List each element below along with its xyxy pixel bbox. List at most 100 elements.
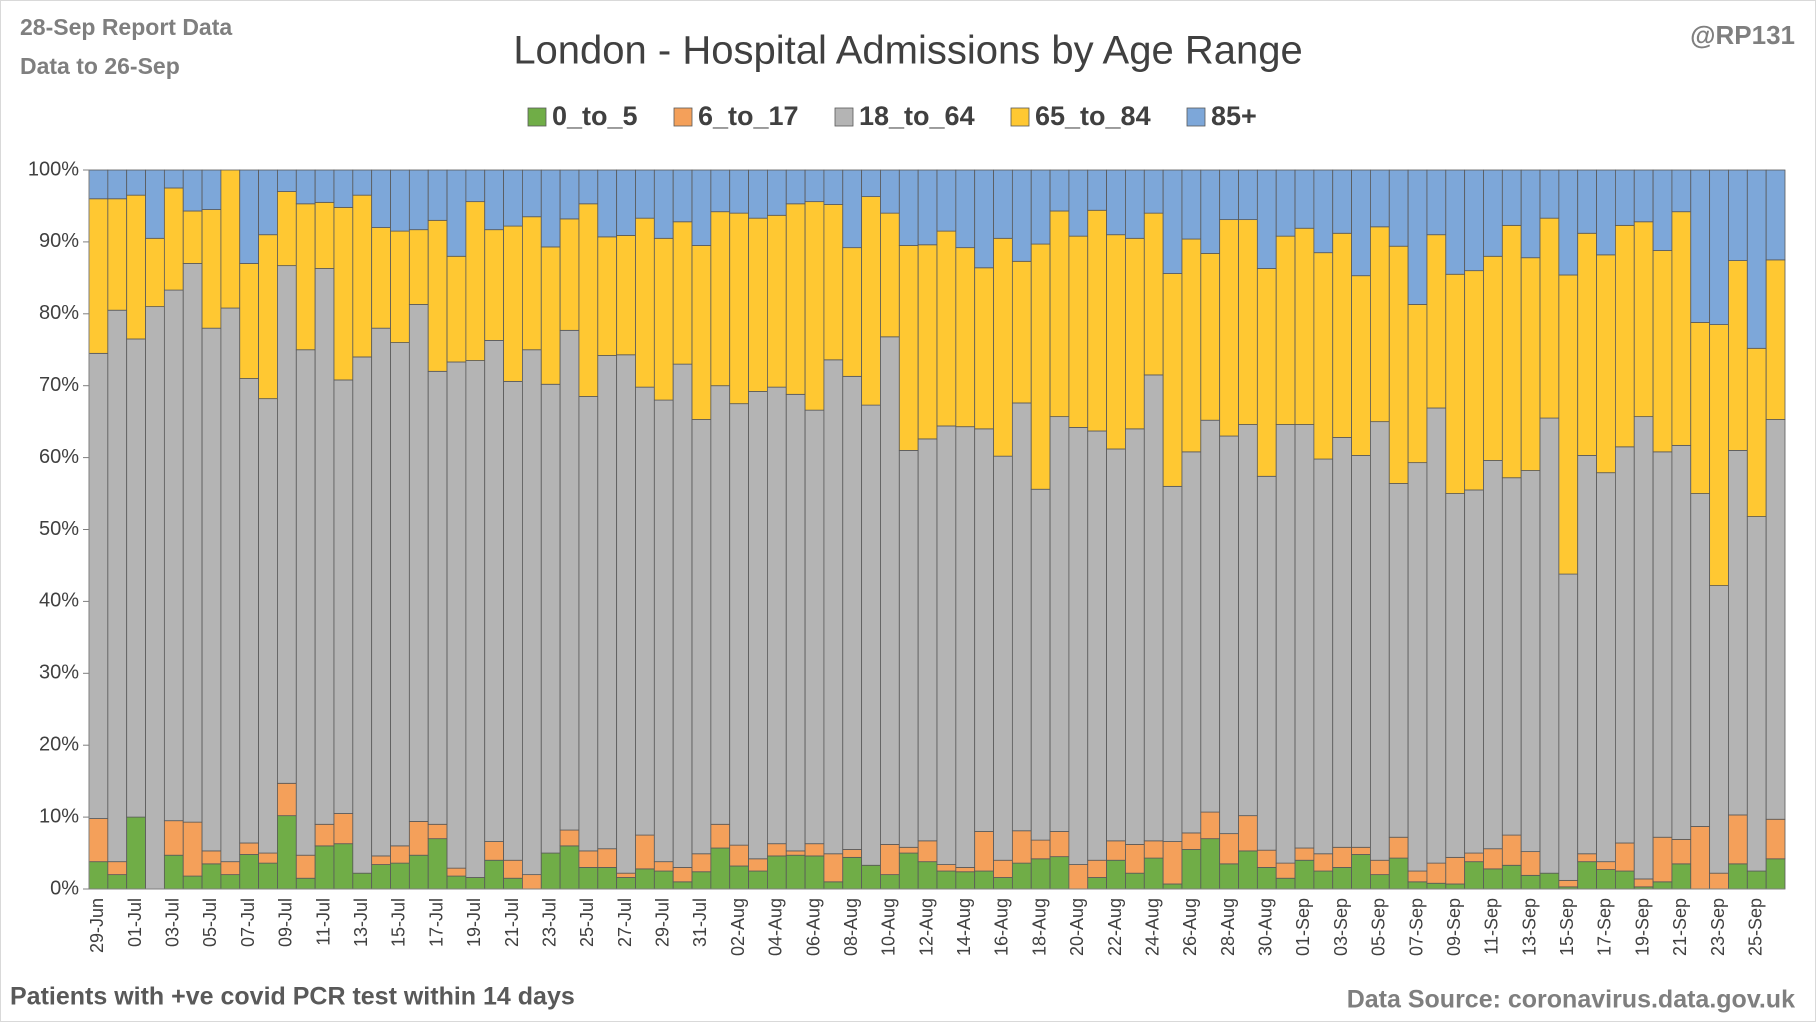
bar-segment [1370, 226, 1390, 423]
bar-segment [1501, 224, 1522, 479]
bar-segment [126, 169, 146, 196]
source: Data Source: coronavirus.data.gov.uk [1347, 986, 1795, 1014]
bar-segment [201, 327, 222, 852]
bar-segment [1294, 859, 1315, 890]
bar-segment [653, 237, 674, 401]
bar-segment [993, 859, 1013, 878]
bar-segment [729, 212, 749, 405]
bar-segment [314, 823, 335, 847]
x-tick-label: 12-Aug [916, 898, 936, 956]
bar-segment [635, 217, 655, 388]
bar-segment [785, 169, 806, 205]
author: @RP131 [1690, 20, 1795, 50]
bar-segment [993, 169, 1013, 239]
legend-swatch [673, 107, 693, 127]
bar-segment [1370, 169, 1390, 228]
bar-segment [898, 852, 919, 890]
legend: 0_to_5 6_to_17 18_to_64 65_to_84 85+ [527, 101, 1257, 131]
bar-segment [484, 169, 504, 231]
bar-segment [1200, 419, 1221, 813]
bar-segment [1539, 217, 1560, 419]
bar-segment [823, 204, 844, 361]
bar-segment [163, 289, 184, 822]
bar-segment [710, 385, 731, 825]
bar-segment [729, 844, 749, 867]
bar-segment [597, 867, 618, 890]
x-tick-label: 17-Sep [1595, 898, 1615, 956]
bar-segment [408, 169, 429, 231]
bar-segment [465, 201, 486, 361]
bar-segment [1652, 836, 1673, 883]
bar-segment [1709, 872, 1729, 890]
bar-segment [710, 211, 731, 387]
bar-segment [1671, 838, 1692, 865]
bar-segment [201, 863, 222, 890]
bar-segment [936, 864, 957, 872]
bar-segment [1106, 234, 1126, 450]
bar-segment [503, 877, 523, 890]
bar-segment [691, 419, 712, 855]
legend-swatch [1010, 107, 1030, 127]
bar-segment [880, 874, 900, 890]
bar-segment [1143, 840, 1164, 859]
bar-segment [408, 854, 429, 890]
bar-segment [653, 169, 674, 239]
legend-label: 0_to_5 [552, 101, 638, 131]
x-tick-label: 29-Jul [653, 898, 673, 947]
bar-segment [295, 169, 316, 205]
bar-segment [1690, 322, 1711, 494]
bar-segment [917, 169, 938, 246]
bar-segment [1162, 841, 1183, 885]
bar-segment [672, 881, 693, 890]
bar-segment [1615, 224, 1635, 448]
x-tick-label: 05-Sep [1369, 898, 1389, 956]
x-tick-label: 01-Sep [1293, 898, 1313, 956]
bar-segment [126, 816, 146, 890]
bar-segment [898, 450, 919, 848]
bar-segment [201, 209, 222, 329]
bar-segment [1407, 462, 1428, 872]
bar-segment [842, 375, 863, 850]
x-tick-label: 19-Jul [464, 898, 484, 947]
bar-segment [861, 196, 881, 406]
bar-segment [1200, 811, 1221, 840]
bar-segment [1294, 227, 1315, 425]
bar-segment [710, 169, 731, 213]
bar-segment [352, 169, 373, 196]
x-tick-label: 25-Jul [577, 898, 597, 947]
bar-segment [408, 304, 429, 822]
bar-segment [277, 815, 297, 890]
x-tick-label: 08-Aug [841, 898, 861, 956]
bar-segment [1426, 882, 1447, 890]
bar-segment [578, 867, 599, 890]
bar-segment [1275, 169, 1296, 237]
x-tick-label: 27-Jul [615, 898, 635, 947]
bar-segment [1388, 483, 1409, 838]
bar-segment [88, 861, 109, 890]
bar-segment [1558, 274, 1579, 575]
bar-segment [1558, 573, 1579, 881]
bar-segment [653, 870, 674, 890]
x-tick-label: 23-Sep [1708, 898, 1728, 956]
bar-segment [729, 403, 749, 846]
bar-segment [974, 831, 994, 872]
bar-segment [446, 361, 467, 869]
bar-segment [1181, 451, 1202, 834]
bar-segment [1671, 863, 1692, 890]
bar-segment [465, 360, 486, 878]
bar-segment [1370, 421, 1390, 861]
bar-segment [1106, 169, 1126, 236]
bar-segment [1633, 169, 1654, 223]
bar-segment [1765, 259, 1786, 420]
bar-segment [258, 852, 278, 864]
bar-segment [88, 352, 109, 819]
bar-segment [314, 201, 335, 269]
bar-segment [277, 169, 297, 192]
bar-segment [465, 877, 486, 890]
bar-segment [352, 194, 373, 358]
plot [88, 169, 1786, 890]
y-tick-label: 90% [39, 230, 79, 252]
bar-segment [1407, 169, 1428, 305]
bar-segment [540, 169, 561, 248]
bar-segment [1746, 347, 1767, 517]
